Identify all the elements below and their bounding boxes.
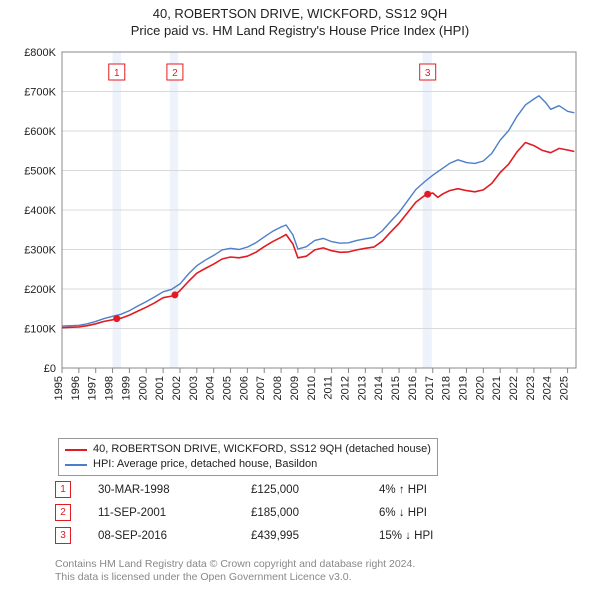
svg-text:2024: 2024 [542, 376, 554, 400]
price-chart: £0 £100K £200K £300K £400K £500K £600K £700K £80… [14, 48, 586, 428]
svg-text:2022: 2022 [508, 376, 520, 400]
event-marker: 3 [55, 527, 71, 544]
svg-text:£600K: £600K [24, 126, 56, 138]
svg-text:£300K: £300K [24, 245, 56, 257]
sale-events: 1 30-MAR-1998£125,0004% ↑ HPI 2 11-SEP-2001… [55, 478, 507, 547]
event-row: 3 08-SEP-2016£439,99515% ↓ HPI [55, 524, 507, 547]
svg-text:1: 1 [114, 68, 120, 79]
svg-text:2: 2 [172, 68, 178, 79]
svg-text:2016: 2016 [407, 376, 419, 400]
event-date: 08-SEP-2016 [98, 524, 251, 547]
svg-text:2007: 2007 [255, 376, 267, 400]
svg-text:2010: 2010 [306, 376, 318, 400]
legend-item: HPI: Average price, detached house, Basi… [65, 457, 431, 472]
legend-item: 40, ROBERTSON DRIVE, WICKFORD, SS12 9QH … [65, 442, 431, 457]
event-date: 11-SEP-2001 [98, 501, 251, 524]
svg-text:£200K: £200K [24, 284, 56, 296]
svg-text:£700K: £700K [24, 87, 56, 99]
event-date: 30-MAR-1998 [98, 478, 251, 501]
event-price: £439,995 [251, 524, 379, 547]
footer-line: Contains HM Land Registry data © Crown c… [55, 558, 415, 571]
event-delta: 4% ↑ HPI [379, 478, 507, 501]
svg-text:1998: 1998 [104, 376, 116, 400]
svg-text:2015: 2015 [390, 376, 402, 400]
svg-text:£800K: £800K [24, 48, 56, 59]
svg-text:1996: 1996 [70, 376, 82, 400]
svg-text:2013: 2013 [356, 376, 368, 400]
svg-text:£400K: £400K [24, 205, 56, 217]
svg-text:3: 3 [425, 68, 431, 79]
svg-text:2003: 2003 [188, 376, 200, 400]
svg-text:2018: 2018 [441, 376, 453, 400]
event-row: 1 30-MAR-1998£125,0004% ↑ HPI [55, 478, 507, 501]
event-delta: 6% ↓ HPI [379, 501, 507, 524]
svg-text:2014: 2014 [373, 376, 385, 400]
svg-text:2006: 2006 [238, 376, 250, 400]
svg-text:2023: 2023 [525, 376, 537, 400]
legend-label: 40, ROBERTSON DRIVE, WICKFORD, SS12 9QH … [93, 442, 431, 457]
svg-text:£100K: £100K [24, 324, 56, 336]
legend-label: HPI: Average price, detached house, Basi… [93, 457, 317, 472]
event-price: £125,000 [251, 478, 379, 501]
svg-text:1995: 1995 [53, 376, 65, 400]
page-subtitle: Price paid vs. HM Land Registry's House … [0, 23, 600, 38]
svg-text:2002: 2002 [171, 376, 183, 400]
svg-text:2021: 2021 [491, 376, 503, 400]
svg-text:2004: 2004 [205, 376, 217, 400]
event-marker: 2 [55, 504, 71, 521]
svg-text:2012: 2012 [339, 376, 351, 400]
event-delta: 15% ↓ HPI [379, 524, 507, 547]
svg-text:2025: 2025 [559, 376, 571, 400]
event-marker: 1 [55, 481, 71, 498]
svg-text:2019: 2019 [457, 376, 469, 400]
svg-text:2009: 2009 [289, 376, 301, 400]
svg-text:2008: 2008 [272, 376, 284, 400]
svg-text:2001: 2001 [154, 376, 166, 400]
legend-swatch [65, 449, 87, 451]
legend-swatch [65, 464, 87, 466]
svg-text:2000: 2000 [137, 376, 149, 400]
attribution-footer: Contains HM Land Registry data © Crown c… [55, 558, 415, 584]
svg-text:2011: 2011 [323, 376, 335, 400]
svg-text:£500K: £500K [24, 166, 56, 178]
event-row: 2 11-SEP-2001£185,0006% ↓ HPI [55, 501, 507, 524]
svg-text:1997: 1997 [87, 376, 99, 400]
page-title: 40, ROBERTSON DRIVE, WICKFORD, SS12 9QH [0, 6, 600, 21]
svg-text:£0: £0 [44, 363, 56, 375]
footer-line: This data is licensed under the Open Gov… [55, 571, 415, 584]
svg-text:2005: 2005 [222, 376, 234, 400]
svg-text:2017: 2017 [424, 376, 436, 400]
svg-text:2020: 2020 [474, 376, 486, 400]
svg-text:1999: 1999 [120, 376, 132, 400]
event-price: £185,000 [251, 501, 379, 524]
legend: 40, ROBERTSON DRIVE, WICKFORD, SS12 9QH … [58, 438, 438, 476]
